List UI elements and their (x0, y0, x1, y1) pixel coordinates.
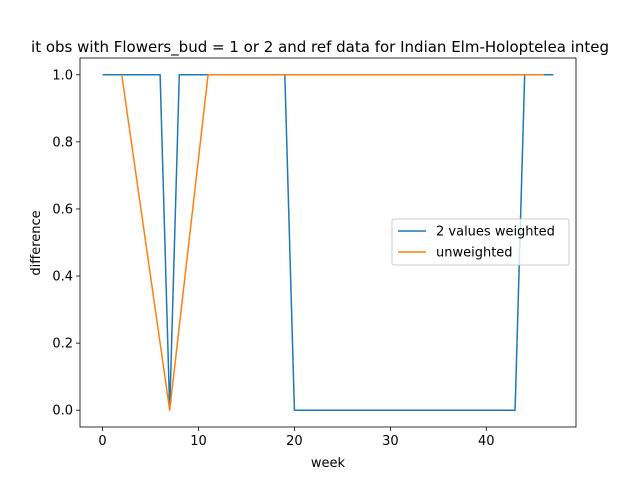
y-axis-label: difference (29, 210, 44, 275)
y-tick-label: 0.8 (52, 135, 73, 150)
legend: 2 values weighted unweighted (391, 218, 570, 266)
legend-label-2: unweighted (436, 246, 513, 261)
plot-area (79, 57, 577, 428)
y-tick-label: 1.0 (52, 68, 73, 83)
x-tick-label: 0 (98, 434, 106, 449)
y-tick-label: 0.4 (52, 270, 73, 285)
x-tick-label: 10 (190, 434, 207, 449)
y-tick-label: 0.6 (52, 202, 73, 217)
series-line-1 (102, 74, 554, 411)
y-axis: 0.0 0.2 0.4 0.6 0.8 1.0 (52, 68, 80, 419)
x-tick-label: 30 (382, 434, 399, 449)
y-tick-label: 0.2 (52, 337, 73, 352)
y-tick-label: 0.0 (52, 404, 73, 419)
plot-frame (79, 57, 577, 428)
x-axis: 0 10 20 30 40 (98, 427, 495, 449)
series-line-2 (120, 74, 544, 411)
x-tick-label: 40 (478, 434, 495, 449)
x-axis-label: week (311, 456, 346, 471)
legend-box (391, 218, 570, 266)
chart-title: it obs with Flowers_bud = 1 or 2 and ref… (31, 38, 609, 57)
x-tick-label: 20 (286, 434, 303, 449)
legend-label-1: 2 values weighted (436, 225, 555, 240)
